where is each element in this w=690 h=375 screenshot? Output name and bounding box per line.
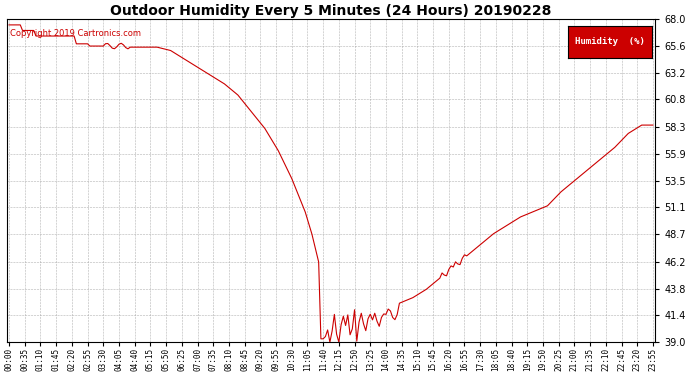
Text: Copyright 2019 Cartronics.com: Copyright 2019 Cartronics.com — [10, 29, 141, 38]
Title: Outdoor Humidity Every 5 Minutes (24 Hours) 20190228: Outdoor Humidity Every 5 Minutes (24 Hou… — [110, 4, 552, 18]
